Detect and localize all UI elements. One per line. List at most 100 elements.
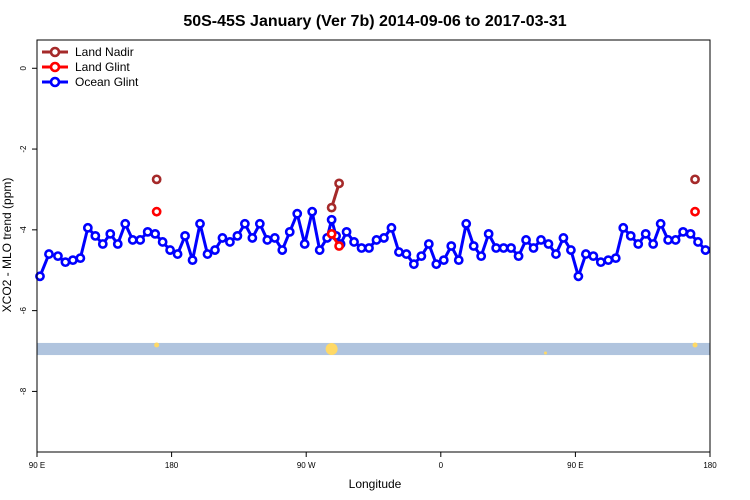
data-point [225, 237, 235, 247]
data-point [112, 239, 123, 249]
band-marker [154, 342, 160, 348]
data-point [82, 222, 93, 233]
data-point [142, 226, 153, 237]
data-point [349, 237, 359, 247]
x-axis-label: Longitude [349, 477, 402, 491]
legend-item-land-glint: Land Glint [42, 60, 130, 74]
data-point [408, 259, 419, 270]
data-point [334, 178, 345, 189]
data-point [416, 251, 427, 261]
legend-label: Ocean Glint [75, 75, 139, 89]
data-point [423, 239, 434, 249]
x-tick-label: 0 [439, 461, 444, 470]
x-axis: 90 E 180 90 W 0 90 E 180 [29, 452, 717, 470]
data-point [610, 253, 621, 264]
data-point [356, 243, 367, 253]
data-point [521, 235, 531, 245]
data-point [326, 228, 337, 239]
data-point [603, 255, 614, 266]
data-point [483, 228, 494, 239]
data-point [670, 235, 681, 245]
data-point [195, 218, 205, 229]
data-point [678, 226, 688, 237]
data-point [326, 202, 337, 213]
data-point [453, 255, 464, 266]
legend-swatch-marker [49, 46, 61, 58]
data-point [97, 239, 108, 249]
band-marker [543, 351, 547, 355]
data-point [386, 222, 397, 233]
data-point [269, 233, 280, 243]
x-tick-label: 180 [165, 461, 179, 470]
data-point [595, 257, 606, 268]
data-point [75, 253, 86, 264]
data-point [135, 235, 146, 245]
series-land-nadir [151, 174, 700, 213]
data-point [379, 233, 389, 243]
y-tick-label: 0 [19, 66, 28, 71]
data-point [551, 249, 561, 259]
legend-item-land-nadir: Land Nadir [42, 45, 134, 59]
plot-area [35, 174, 711, 356]
data-point [254, 218, 265, 229]
data-point [247, 233, 258, 243]
data-point [334, 241, 345, 251]
data-point [53, 251, 63, 261]
background-band [37, 342, 710, 356]
data-point [536, 235, 546, 245]
data-point [307, 206, 318, 217]
x-tick-label: 90 E [29, 461, 45, 470]
data-point [239, 218, 250, 229]
data-point [35, 271, 45, 282]
y-axis-label: XCO2 - MLO trend (ppm) [0, 178, 14, 313]
legend-label: Land Glint [75, 60, 130, 74]
legend-label: Land Nadir [75, 45, 134, 59]
data-point [326, 214, 337, 225]
data-point [573, 271, 584, 282]
data-point [299, 239, 310, 249]
data-point [314, 245, 325, 255]
data-point [232, 231, 243, 241]
legend-item-ocean-glint: Ocean Glint [42, 75, 139, 89]
data-point [690, 206, 700, 217]
data-point [262, 235, 273, 245]
data-point [580, 249, 591, 259]
legend-swatch-marker [49, 76, 61, 88]
data-point [506, 243, 516, 253]
data-point [431, 259, 442, 270]
data-point [151, 174, 162, 185]
y-tick-label: -2 [19, 145, 28, 153]
data-point [120, 218, 131, 229]
data-point [633, 239, 644, 249]
data-point [371, 235, 382, 245]
data-point [284, 226, 295, 237]
data-point [648, 239, 659, 249]
band-marker [692, 342, 698, 348]
data-point [187, 255, 198, 266]
chart-title: 50S-45S January (Ver 7b) 2014-09-06 to 2… [183, 13, 566, 30]
data-point [693, 237, 703, 247]
data-point [165, 245, 176, 255]
data-point [277, 245, 288, 255]
data-point [468, 241, 479, 251]
x-tick-label: 90 W [297, 461, 316, 470]
data-point [700, 245, 711, 255]
data-point [438, 255, 449, 266]
x-tick-label: 180 [703, 461, 717, 470]
x-tick-label: 90 E [567, 461, 583, 470]
data-point [401, 249, 412, 259]
data-point [67, 255, 78, 266]
data-point [566, 245, 576, 255]
plot-frame [36, 39, 711, 453]
data-point [655, 218, 666, 229]
band-marker [325, 343, 338, 355]
data-point [202, 249, 213, 259]
data-point [588, 251, 599, 261]
data-point [461, 218, 472, 229]
y-tick-label: -8 [19, 387, 28, 395]
data-point [558, 233, 569, 243]
data-point [640, 228, 651, 239]
data-point [690, 174, 700, 185]
data-point [180, 231, 190, 241]
